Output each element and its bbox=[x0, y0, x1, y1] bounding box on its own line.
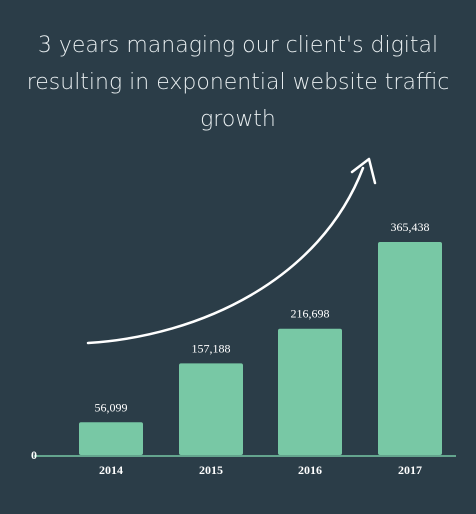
bars-group bbox=[79, 242, 442, 455]
data-label-2014: 56,099 bbox=[95, 400, 128, 414]
bar-2015 bbox=[179, 363, 243, 455]
y-tick-label-0: 0 bbox=[31, 448, 37, 462]
x-tick-label-2014: 2014 bbox=[99, 463, 123, 477]
data-labels-group: 56,099 157,188 216,698 365,438 bbox=[95, 220, 430, 414]
x-tick-label-2016: 2016 bbox=[298, 463, 322, 477]
data-label-2017: 365,438 bbox=[391, 220, 430, 234]
data-label-2015: 157,188 bbox=[192, 341, 231, 355]
growth-arrow-curve bbox=[86, 166, 365, 345]
bar-2017 bbox=[378, 242, 442, 455]
x-tick-label-2015: 2015 bbox=[199, 463, 223, 477]
growth-arrow bbox=[86, 157, 377, 345]
x-tick-labels-group: 2014 2015 2016 2017 bbox=[99, 463, 422, 477]
growth-arrow-head bbox=[350, 157, 377, 185]
bar-2016 bbox=[278, 328, 342, 455]
chart-title: 3 years managing our client's digital re… bbox=[26, 33, 450, 132]
bar-2014 bbox=[79, 422, 143, 455]
x-tick-label-2017: 2017 bbox=[398, 463, 422, 477]
data-label-2016: 216,698 bbox=[291, 307, 330, 321]
